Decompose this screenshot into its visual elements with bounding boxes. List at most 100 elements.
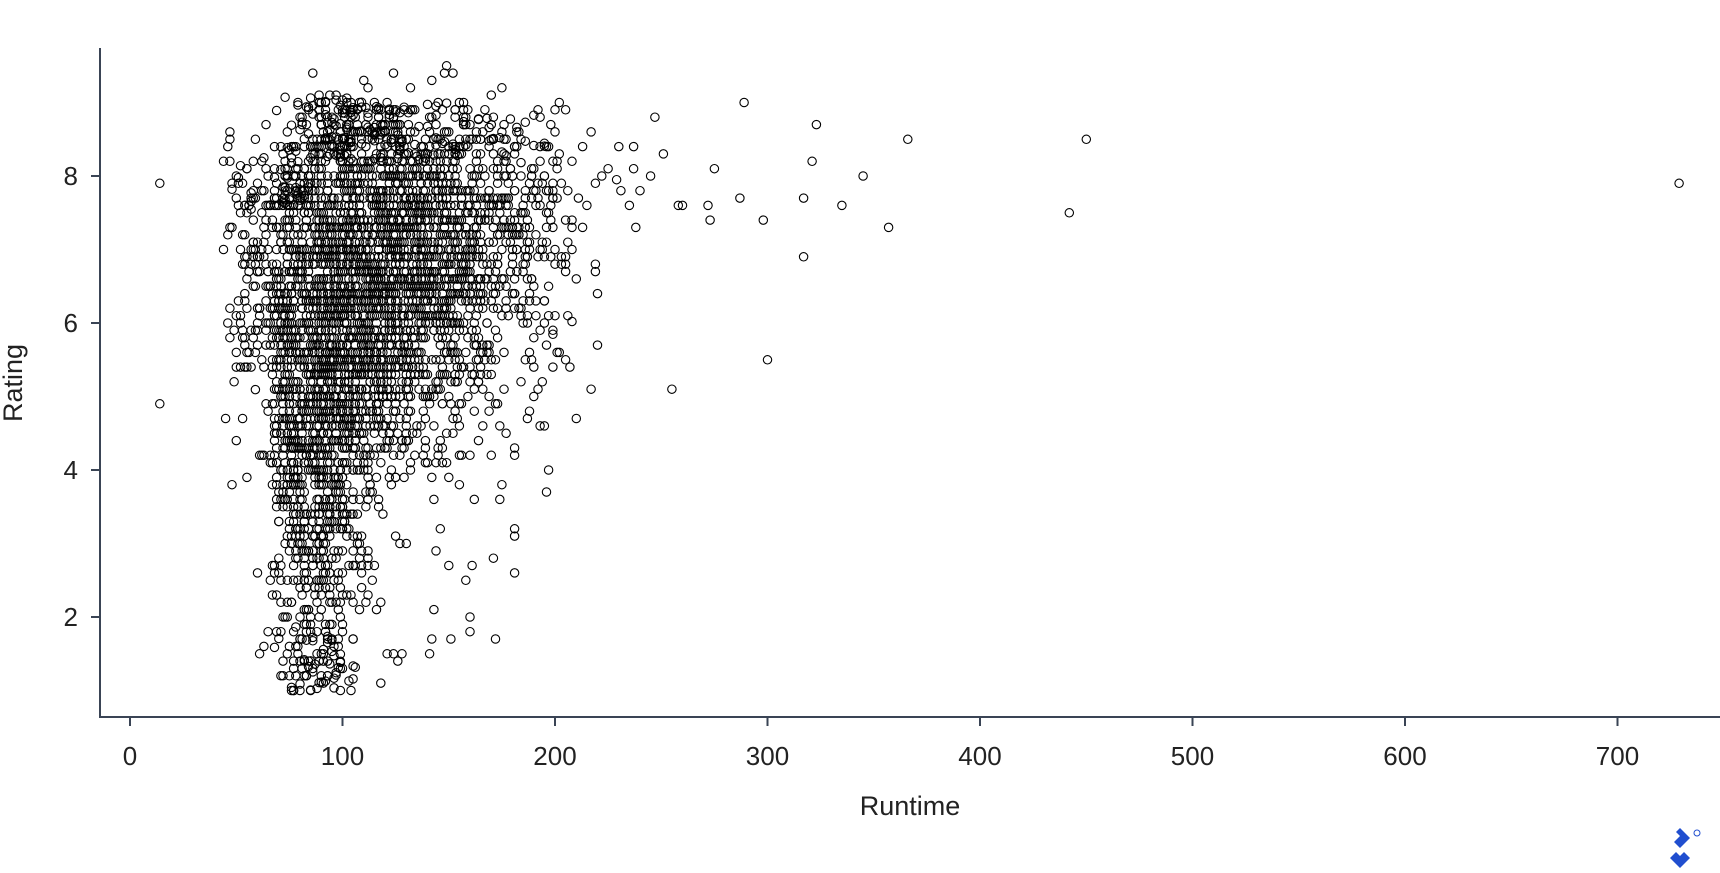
data-point	[454, 450, 465, 461]
data-point	[520, 117, 531, 128]
data-point	[650, 112, 660, 122]
data-point	[393, 171, 403, 181]
data-point	[284, 472, 295, 483]
data-point	[490, 355, 501, 365]
data-point	[352, 538, 363, 549]
data-point	[452, 237, 463, 247]
data-point	[339, 200, 350, 211]
data-point	[342, 318, 352, 328]
data-point	[325, 509, 335, 519]
data-point	[282, 479, 293, 490]
data-point	[837, 200, 847, 211]
data-point	[524, 244, 535, 255]
data-point	[397, 303, 407, 314]
data-point	[414, 208, 424, 218]
data-point	[635, 185, 645, 196]
data-point	[325, 90, 335, 100]
data-point	[314, 435, 324, 446]
data-point	[393, 193, 403, 203]
data-point	[439, 163, 450, 174]
data-point	[242, 362, 252, 372]
data-point	[322, 171, 333, 181]
data-point	[327, 325, 337, 336]
data-point	[301, 310, 312, 321]
data-point	[369, 560, 380, 571]
data-point	[314, 450, 324, 461]
data-point	[261, 230, 271, 240]
data-point	[465, 303, 475, 314]
data-point	[295, 124, 305, 135]
data-point	[284, 281, 295, 292]
data-point	[250, 259, 261, 269]
data-point	[463, 105, 473, 115]
data-point	[529, 332, 539, 343]
data-point	[524, 178, 535, 189]
data-point	[293, 465, 303, 475]
data-point	[454, 479, 465, 490]
data-point	[371, 399, 382, 409]
data-point	[337, 457, 348, 468]
data-point	[282, 597, 293, 608]
data-point	[550, 244, 560, 255]
data-point	[297, 634, 307, 644]
data-point	[282, 340, 293, 350]
data-point	[450, 244, 460, 255]
data-point	[297, 112, 307, 122]
data-point	[286, 479, 297, 490]
data-point	[448, 347, 458, 358]
data-point	[331, 487, 341, 497]
data-point	[223, 141, 233, 152]
data-point	[371, 119, 382, 130]
data-point	[480, 171, 490, 181]
data-point	[465, 119, 475, 130]
data-point	[356, 171, 367, 181]
data-point	[437, 185, 448, 196]
data-point	[297, 450, 307, 461]
data-point	[365, 377, 375, 387]
data-point	[314, 222, 324, 233]
data-point	[473, 215, 484, 225]
data-point	[350, 274, 361, 284]
data-point	[240, 252, 250, 262]
data-point	[431, 110, 441, 121]
data-point	[284, 391, 295, 402]
data-point	[303, 182, 314, 192]
data-point	[386, 465, 397, 475]
data-point	[448, 413, 458, 424]
data-point	[278, 502, 288, 512]
data-point	[365, 325, 375, 336]
data-point	[278, 443, 288, 453]
data-point	[386, 369, 397, 380]
data-point	[257, 208, 267, 218]
data-point	[388, 450, 399, 461]
data-point	[291, 215, 301, 225]
data-point	[505, 237, 516, 247]
data-point	[327, 237, 337, 247]
data-point	[431, 281, 441, 292]
data-point	[269, 642, 280, 653]
data-point	[369, 274, 380, 284]
data-point	[516, 157, 526, 168]
data-point	[271, 428, 282, 439]
data-point	[301, 318, 312, 328]
data-point	[318, 656, 329, 666]
data-point	[495, 200, 505, 211]
data-point	[444, 560, 454, 571]
data-point	[259, 362, 269, 372]
data-point	[439, 325, 450, 336]
data-point	[325, 355, 335, 365]
data-point	[448, 185, 458, 196]
data-point	[276, 141, 286, 152]
data-point	[382, 230, 392, 240]
data-point	[465, 362, 475, 372]
data-point	[282, 428, 293, 439]
data-point	[320, 560, 331, 571]
data-point	[314, 406, 324, 416]
data-point	[363, 546, 373, 556]
data-point	[395, 355, 405, 365]
data-point	[469, 384, 480, 394]
data-point	[384, 384, 395, 394]
data-point	[397, 443, 407, 453]
data-point	[446, 377, 456, 387]
data-point	[155, 399, 165, 409]
